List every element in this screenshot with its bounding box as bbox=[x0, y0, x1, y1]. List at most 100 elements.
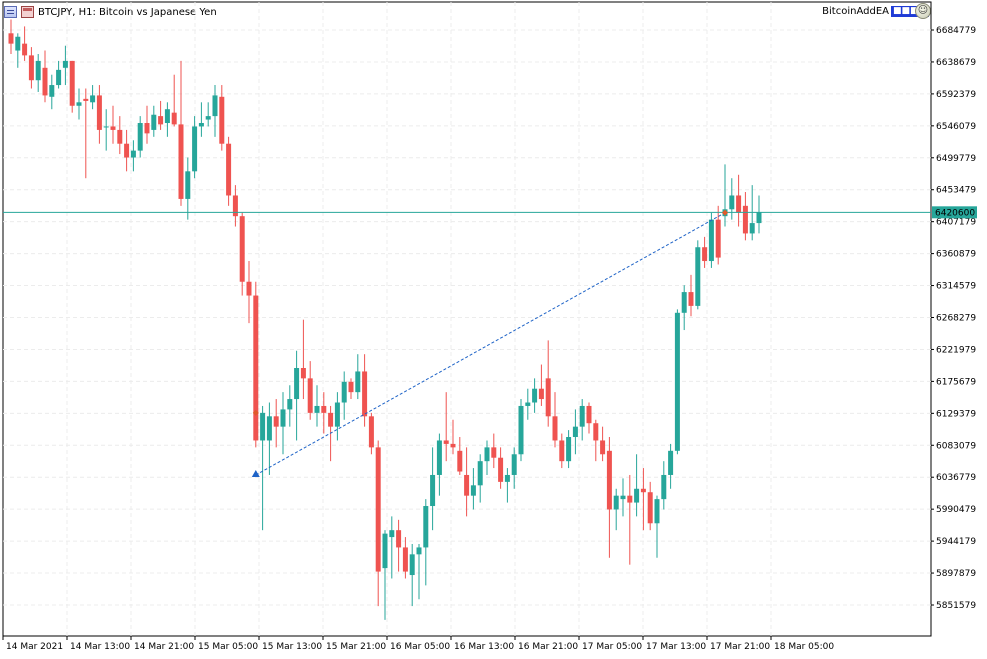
candle-body bbox=[756, 212, 762, 224]
candle-body bbox=[457, 450, 463, 472]
candle-body bbox=[715, 219, 721, 258]
candle-body bbox=[620, 495, 626, 500]
candle-body bbox=[328, 412, 334, 427]
candle-body bbox=[742, 205, 748, 234]
price-tick-label: 5990479 bbox=[936, 505, 976, 515]
candle-body bbox=[62, 60, 68, 68]
candle-body bbox=[436, 440, 442, 475]
candle-body bbox=[158, 116, 164, 125]
candle-body bbox=[586, 405, 592, 424]
chart-window-icon[interactable] bbox=[21, 6, 34, 18]
candle-body bbox=[294, 368, 300, 400]
candle-body bbox=[96, 95, 102, 130]
price-tick-label: 6175679 bbox=[936, 377, 976, 387]
chart-menu-icon[interactable] bbox=[4, 6, 17, 18]
candle-body bbox=[300, 368, 306, 379]
plot-frame bbox=[2, 1, 932, 637]
price-tick-label: 6592379 bbox=[936, 90, 976, 100]
candle-body bbox=[212, 95, 218, 117]
candle-body bbox=[362, 371, 368, 417]
candle-body bbox=[647, 492, 653, 524]
candle-body bbox=[260, 412, 266, 441]
candle-body bbox=[110, 126, 116, 130]
candle-body bbox=[688, 292, 694, 306]
candle-body bbox=[749, 223, 755, 234]
price-tick-label: 6129379 bbox=[936, 409, 976, 419]
candle-body bbox=[219, 96, 225, 144]
candle-body bbox=[171, 112, 177, 125]
candle-body bbox=[634, 488, 640, 503]
candle-body bbox=[409, 554, 415, 576]
candle-body bbox=[579, 405, 585, 427]
candle-body bbox=[321, 405, 327, 413]
price-tick-label: 6684779 bbox=[936, 26, 976, 36]
expert-advisor-label[interactable]: BitcoinAddEA ■■■■ bbox=[822, 6, 929, 17]
candle-body bbox=[287, 399, 293, 410]
candle-body bbox=[402, 547, 408, 572]
candle-body bbox=[477, 461, 483, 486]
time-tick-label: 14 Mar 2021 bbox=[6, 642, 63, 652]
candle-body bbox=[15, 36, 21, 51]
expert-tag: ■■■■ bbox=[890, 6, 929, 17]
candle-body bbox=[334, 402, 340, 427]
time-tick-label: 17 Mar 05:00 bbox=[582, 642, 642, 652]
time-tick-label: 17 Mar 21:00 bbox=[710, 642, 770, 652]
chart-header: BTCJPY, H1: Bitcoin vs Japanese Yen bbox=[4, 2, 217, 22]
candle-body bbox=[341, 381, 347, 403]
candle-body bbox=[28, 55, 34, 81]
candle-body bbox=[314, 405, 320, 413]
price-tick-label: 6314579 bbox=[936, 282, 976, 292]
candle-body bbox=[708, 219, 714, 262]
symbol-label: BTCJPY, H1: Bitcoin vs Japanese Yen bbox=[38, 6, 217, 18]
candle-body bbox=[164, 109, 170, 124]
candle-body bbox=[22, 43, 28, 56]
time-tick-label: 16 Mar 13:00 bbox=[454, 642, 514, 652]
price-tick-label: 6499779 bbox=[936, 154, 976, 164]
candle-body bbox=[450, 443, 456, 448]
buy-arrow-icon bbox=[251, 469, 260, 477]
close-marker-icon bbox=[722, 209, 728, 216]
candle-body bbox=[600, 440, 606, 455]
candle-body bbox=[178, 124, 184, 199]
candle-body bbox=[552, 416, 558, 441]
price-tick-label: 5897879 bbox=[936, 569, 976, 579]
candle-body bbox=[674, 312, 680, 451]
candle-body bbox=[545, 378, 551, 417]
price-tick-label: 6083079 bbox=[936, 441, 976, 451]
price-tick-label: 6453479 bbox=[936, 186, 976, 196]
price-tick-label: 6221979 bbox=[936, 345, 976, 355]
candle-body bbox=[130, 150, 136, 158]
candle-body bbox=[103, 126, 109, 128]
candle-body bbox=[627, 495, 633, 503]
candle-body bbox=[151, 114, 157, 130]
candle-body bbox=[144, 123, 150, 134]
candle-body bbox=[49, 85, 55, 97]
candle-body bbox=[668, 450, 674, 475]
candle-body bbox=[355, 371, 361, 393]
candle-body bbox=[498, 457, 504, 482]
time-tick-label: 18 Mar 05:00 bbox=[774, 642, 834, 652]
candle-body bbox=[253, 295, 259, 441]
candle-body bbox=[491, 447, 497, 458]
candle-body bbox=[702, 247, 708, 262]
price-tick-label: 6036779 bbox=[936, 473, 976, 483]
candle-body bbox=[226, 143, 232, 196]
candle-body bbox=[518, 405, 524, 455]
candle-body bbox=[430, 474, 436, 507]
candle-body bbox=[198, 123, 204, 127]
candle-body bbox=[470, 485, 476, 496]
time-tick-label: 16 Mar 05:00 bbox=[390, 642, 450, 652]
candle-body bbox=[83, 98, 89, 101]
candle-body bbox=[137, 123, 143, 151]
candle-body bbox=[307, 378, 313, 413]
candle-body bbox=[532, 388, 538, 403]
candle-body bbox=[205, 116, 211, 120]
candle-body bbox=[185, 171, 191, 199]
candle-body bbox=[525, 402, 531, 406]
candle-body bbox=[538, 388, 544, 400]
candle-body bbox=[729, 195, 735, 210]
candle-body bbox=[593, 423, 599, 441]
candle-body bbox=[375, 447, 381, 572]
